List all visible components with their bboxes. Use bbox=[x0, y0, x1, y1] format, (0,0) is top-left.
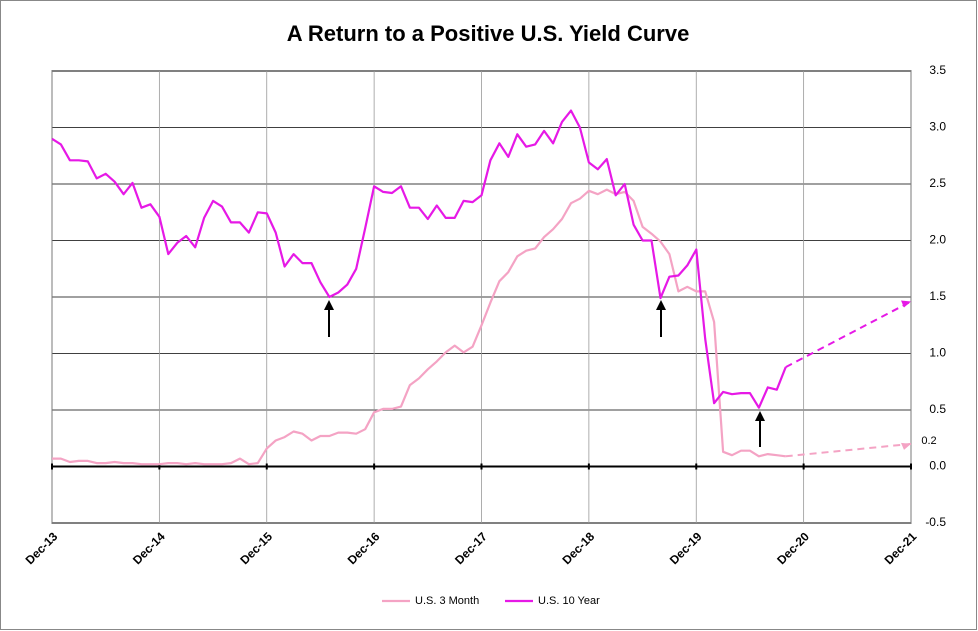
legend-label: U.S. 10 Year bbox=[538, 595, 600, 607]
chart-title: A Return to a Positive U.S. Yield Curve bbox=[287, 21, 690, 46]
y-tick-label: 3.0 bbox=[929, 120, 946, 134]
arrow-head bbox=[656, 300, 666, 310]
y-tick-label: -0.5 bbox=[925, 515, 946, 529]
annotation: 0.2 bbox=[921, 435, 936, 447]
series-line bbox=[51, 109, 787, 409]
y-tick-label: 2.5 bbox=[929, 176, 946, 190]
projection-arrow bbox=[901, 300, 911, 308]
y-tick-label: 3.5 bbox=[929, 63, 946, 77]
arrow-head bbox=[324, 300, 334, 310]
y-tick-label: 2.0 bbox=[929, 233, 946, 247]
series-line bbox=[52, 188, 786, 466]
y-tick-label: 0.0 bbox=[929, 459, 946, 473]
y-tick-label: 1.0 bbox=[929, 346, 946, 360]
legend-label: U.S. 3 Month bbox=[415, 595, 479, 607]
projection-line bbox=[785, 442, 912, 458]
arrow-head bbox=[755, 411, 765, 421]
y-tick-label: 1.5 bbox=[929, 289, 946, 303]
arrows bbox=[324, 300, 765, 447]
y-tick-label: 0.5 bbox=[929, 402, 946, 416]
projection-arrow bbox=[901, 442, 911, 450]
